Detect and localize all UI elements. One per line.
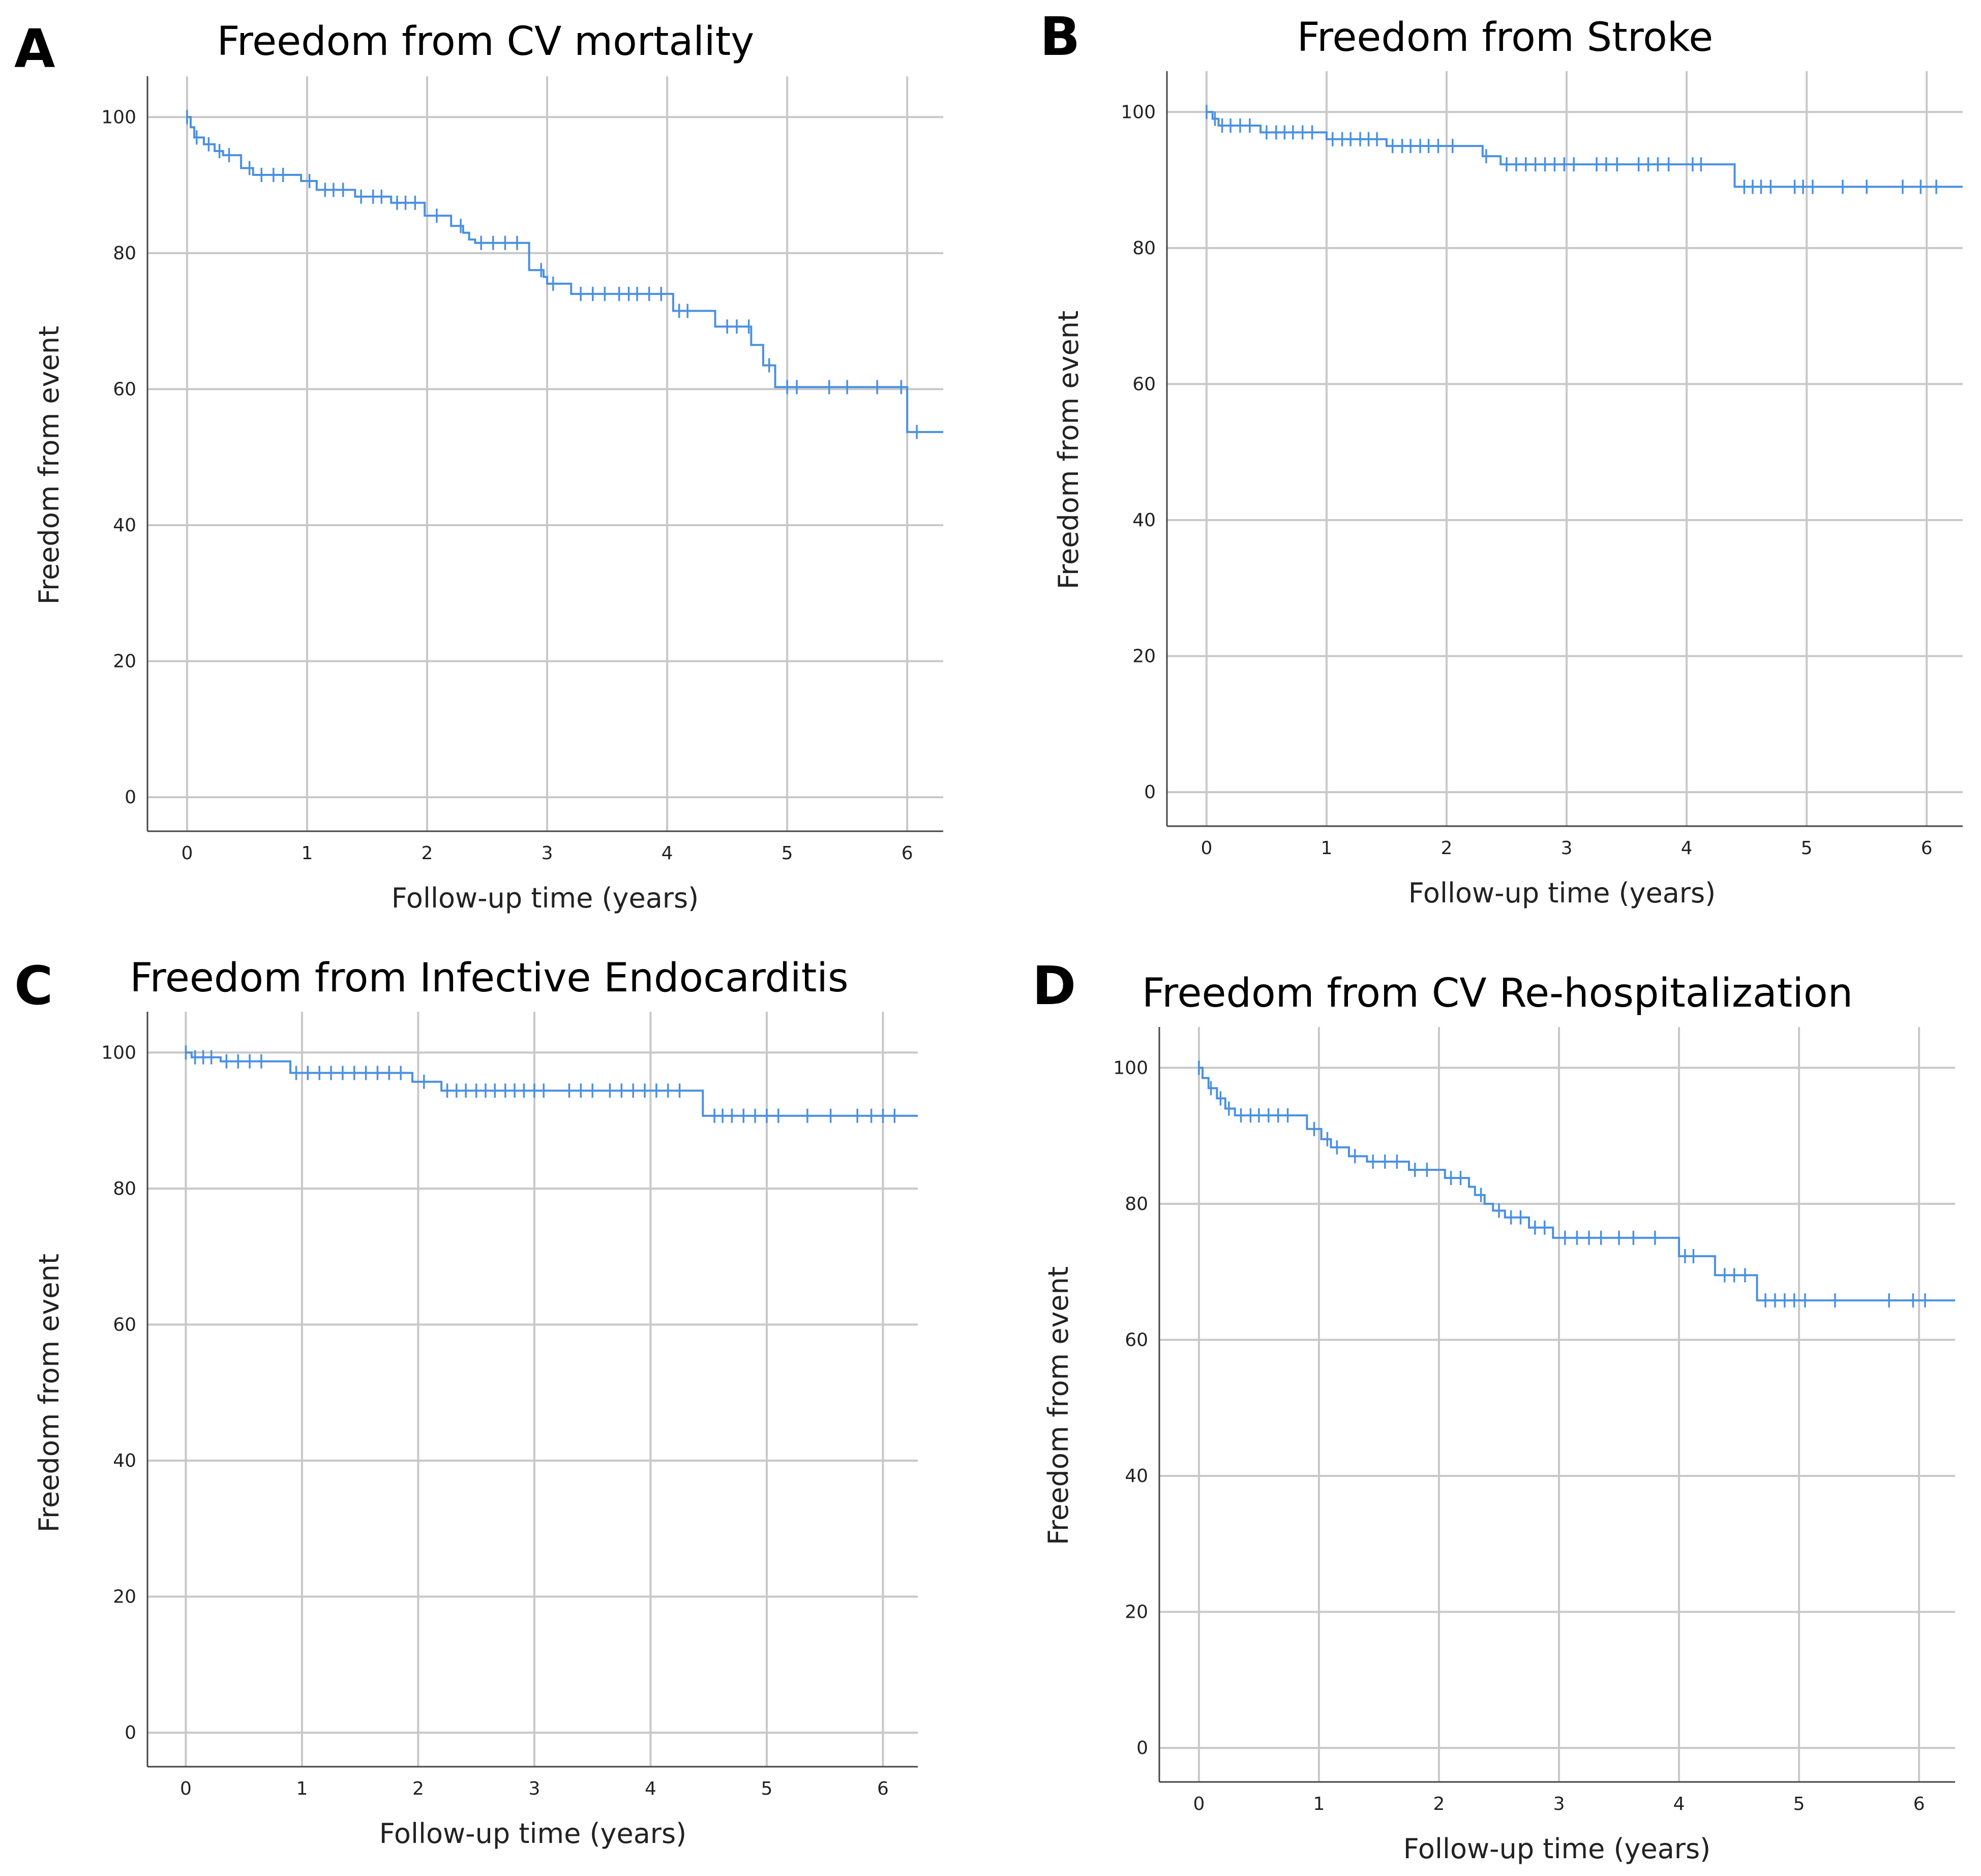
y-tick-label: 20 xyxy=(1125,1602,1148,1623)
y-tick-label: 40 xyxy=(1132,510,1156,531)
y-axis-label: Freedom from event xyxy=(1053,311,1085,589)
y-tick-label: 40 xyxy=(113,1450,136,1471)
x-tick-label: 1 xyxy=(301,843,313,864)
y-tick-label: 60 xyxy=(1125,1329,1148,1350)
x-tick-label: 6 xyxy=(1921,838,1933,859)
panel-letter: C xyxy=(14,955,53,1017)
x-axis-label: Follow-up time (years) xyxy=(1408,877,1716,909)
chart-title: Freedom from CV mortality xyxy=(217,19,755,65)
x-axis-label: Follow-up time (years) xyxy=(379,1818,686,1850)
panel-letter: D xyxy=(1032,955,1076,1017)
y-tick-label: 100 xyxy=(1121,102,1156,123)
y-tick-label: 20 xyxy=(113,651,136,672)
y-tick-label: 100 xyxy=(1113,1057,1148,1078)
y-tick-label: 0 xyxy=(125,787,136,808)
chart-title: Freedom from Stroke xyxy=(1297,15,1713,60)
y-tick-label: 100 xyxy=(101,1042,136,1063)
x-tick-label: 1 xyxy=(296,1778,308,1799)
x-tick-label: 4 xyxy=(1681,838,1693,859)
y-tick-label: 60 xyxy=(113,379,136,400)
x-tick-label: 3 xyxy=(1553,1794,1565,1814)
x-tick-label: 3 xyxy=(528,1778,540,1799)
x-tick-label: 1 xyxy=(1320,838,1332,859)
x-tick-label: 2 xyxy=(412,1778,424,1799)
x-tick-label: 6 xyxy=(877,1778,889,1799)
y-tick-label: 40 xyxy=(1125,1466,1148,1487)
x-tick-label: 6 xyxy=(1913,1794,1925,1814)
y-tick-label: 20 xyxy=(113,1587,136,1608)
survival-curve xyxy=(1206,111,1963,188)
y-tick-label: 60 xyxy=(1132,374,1156,395)
panel-d: D Freedom from CV Re-hospitalization02040… xyxy=(1032,955,1955,1865)
x-tick-label: 1 xyxy=(1313,1794,1325,1814)
y-tick-label: 0 xyxy=(125,1722,136,1743)
y-tick-label: 60 xyxy=(113,1314,136,1335)
y-axis-label: Freedom from event xyxy=(33,326,65,604)
x-tick-label: 5 xyxy=(782,843,793,864)
y-tick-label: 80 xyxy=(113,243,136,264)
x-tick-label: 3 xyxy=(542,843,553,864)
y-tick-label: 80 xyxy=(1132,238,1156,259)
x-tick-label: 5 xyxy=(1793,1794,1805,1814)
y-tick-label: 100 xyxy=(101,107,136,128)
y-tick-label: 80 xyxy=(113,1178,136,1199)
panel-c: C Freedom from Infective Endocarditis0204… xyxy=(14,955,918,1850)
survival-curve xyxy=(1198,1067,1955,1302)
panel-letter: B xyxy=(1040,6,1080,68)
x-tick-label: 6 xyxy=(902,843,913,864)
y-axis-label: Freedom from event xyxy=(1042,1266,1074,1545)
panel-b: B Freedom from Stroke 0 20 40 60 80 100 0 1 2 3 4 5 6 F… xyxy=(1040,6,1963,909)
panel-letter: A xyxy=(14,18,55,80)
y-tick-label: 0 xyxy=(1144,782,1156,803)
x-tick-label: 0 xyxy=(181,843,193,864)
survival-curve xyxy=(186,1051,918,1117)
survival-curve xyxy=(187,116,943,433)
x-axis-label: Follow-up time (years) xyxy=(1403,1833,1710,1865)
x-axis-label: Follow-up time (years) xyxy=(392,882,699,914)
x-tick-label: 4 xyxy=(662,843,673,864)
x-tick-label: 2 xyxy=(1441,838,1453,859)
chart-title: Freedom from Infective Endocarditis xyxy=(130,955,848,1001)
x-tick-label: 2 xyxy=(1433,1794,1445,1814)
y-tick-label: 0 xyxy=(1136,1738,1148,1759)
y-tick-label: 80 xyxy=(1125,1194,1148,1215)
panel-a: A Freedom from CV mortality 0 20 40 60 80 100 0 1… xyxy=(14,18,943,914)
x-tick-label: 0 xyxy=(1200,838,1212,859)
x-tick-label: 3 xyxy=(1561,838,1573,859)
x-tick-label: 4 xyxy=(645,1778,656,1799)
y-axis-label: Freedom from event xyxy=(33,1254,65,1532)
x-tick-label: 0 xyxy=(1193,1794,1205,1814)
x-tick-label: 5 xyxy=(761,1778,772,1799)
y-tick-label: 40 xyxy=(113,515,136,536)
y-tick-label: 20 xyxy=(1132,646,1156,667)
x-tick-label: 4 xyxy=(1673,1794,1685,1814)
chart-title: Freedom from CV Re-hospitalization xyxy=(1142,971,1853,1016)
x-tick-label: 2 xyxy=(422,843,433,864)
x-tick-label: 0 xyxy=(180,1778,192,1799)
x-tick-label: 5 xyxy=(1801,838,1813,859)
